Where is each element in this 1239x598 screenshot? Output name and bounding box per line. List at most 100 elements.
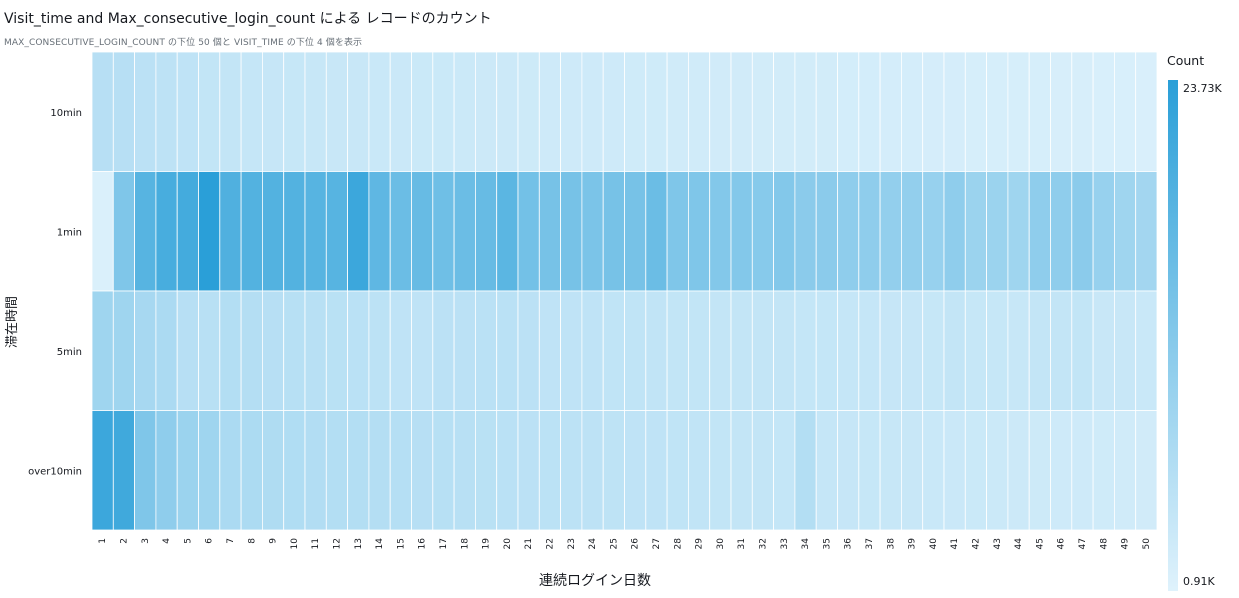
heatmap-cell[interactable] [432, 410, 455, 531]
heatmap-cell[interactable] [240, 171, 263, 292]
heatmap-cell[interactable] [219, 290, 242, 411]
heatmap-cell[interactable] [496, 290, 519, 411]
heatmap-cell[interactable] [922, 51, 945, 172]
heatmap-cell[interactable] [602, 51, 625, 172]
heatmap-cell[interactable] [709, 290, 732, 411]
heatmap-cell[interactable] [560, 410, 583, 531]
heatmap-cell[interactable] [858, 171, 881, 292]
heatmap-cell[interactable] [730, 410, 753, 531]
heatmap-cell[interactable] [901, 290, 924, 411]
heatmap-cell[interactable] [325, 171, 348, 292]
heatmap-cell[interactable] [730, 51, 753, 172]
heatmap-cell[interactable] [986, 290, 1009, 411]
heatmap-cell[interactable] [219, 410, 242, 531]
heatmap-cell[interactable] [1092, 51, 1115, 172]
heatmap-cell[interactable] [261, 171, 285, 292]
heatmap-cell[interactable] [666, 171, 689, 292]
heatmap-cell[interactable] [1028, 410, 1051, 531]
heatmap-cell[interactable] [1050, 51, 1073, 172]
heatmap-cell[interactable] [773, 171, 796, 292]
heatmap-cell[interactable] [219, 171, 242, 292]
heatmap-cell[interactable] [368, 171, 391, 292]
heatmap-cell[interactable] [1007, 51, 1030, 172]
heatmap-cell[interactable] [347, 410, 370, 531]
heatmap-cell[interactable] [730, 290, 753, 411]
heatmap-cell[interactable] [730, 171, 753, 292]
heatmap-cell[interactable] [602, 410, 625, 531]
heatmap-cell[interactable] [1135, 290, 1158, 411]
heatmap-cell[interactable] [176, 410, 199, 531]
heatmap-cell[interactable] [581, 171, 604, 292]
heatmap-cell[interactable] [411, 51, 434, 172]
heatmap-cell[interactable] [453, 410, 476, 531]
heatmap-cell[interactable] [943, 171, 966, 292]
heatmap-cell[interactable] [879, 51, 902, 172]
heatmap-cell[interactable] [602, 290, 625, 411]
heatmap-cell[interactable] [773, 410, 796, 531]
heatmap-cell[interactable] [496, 171, 519, 292]
heatmap-cell[interactable] [1028, 51, 1051, 172]
heatmap-cell[interactable] [496, 51, 519, 172]
heatmap-cell[interactable] [879, 410, 902, 531]
heatmap-cell[interactable] [517, 51, 540, 172]
heatmap-cell[interactable] [538, 410, 561, 531]
heatmap-cell[interactable] [901, 171, 924, 292]
heatmap-cell[interactable] [709, 171, 732, 292]
heatmap-cell[interactable] [240, 410, 263, 531]
heatmap-cell[interactable] [198, 410, 221, 531]
heatmap-cell[interactable] [943, 410, 966, 531]
heatmap-cell[interactable] [325, 410, 348, 531]
heatmap-cell[interactable] [1050, 410, 1073, 531]
heatmap-cell[interactable] [432, 51, 455, 172]
heatmap-cell[interactable] [581, 410, 604, 531]
heatmap-cell[interactable] [368, 410, 391, 531]
heatmap-cell[interactable] [837, 290, 860, 411]
heatmap-cell[interactable] [368, 51, 391, 172]
heatmap-cell[interactable] [347, 51, 370, 172]
heatmap-cell[interactable] [1135, 51, 1158, 172]
heatmap-cell[interactable] [645, 290, 668, 411]
heatmap-cell[interactable] [538, 290, 561, 411]
heatmap-cell[interactable] [261, 290, 285, 411]
heatmap-cell[interactable] [581, 51, 604, 172]
heatmap-cell[interactable] [901, 410, 924, 531]
heatmap-cell[interactable] [751, 171, 774, 292]
heatmap-cell[interactable] [794, 290, 817, 411]
heatmap-cell[interactable] [112, 290, 136, 411]
heatmap-cell[interactable] [347, 171, 370, 292]
heatmap-cell[interactable] [1028, 171, 1051, 292]
heatmap-cell[interactable] [964, 51, 987, 172]
heatmap-cell[interactable] [91, 51, 114, 172]
heatmap-cell[interactable] [91, 410, 114, 531]
heatmap-cell[interactable] [901, 51, 924, 172]
heatmap-cell[interactable] [474, 290, 498, 411]
heatmap-cell[interactable] [112, 171, 136, 292]
heatmap-cell[interactable] [1071, 410, 1094, 531]
heatmap-cell[interactable] [304, 51, 327, 172]
heatmap-cell[interactable] [986, 171, 1009, 292]
heatmap-cell[interactable] [560, 51, 583, 172]
heatmap-cell[interactable] [964, 171, 987, 292]
heatmap-cell[interactable] [624, 410, 647, 531]
heatmap-cell[interactable] [347, 290, 370, 411]
heatmap-cell[interactable] [1050, 171, 1073, 292]
heatmap-cell[interactable] [922, 410, 945, 531]
heatmap-cell[interactable] [155, 410, 178, 531]
heatmap-cell[interactable] [474, 410, 498, 531]
heatmap-cell[interactable] [560, 171, 583, 292]
heatmap-cell[interactable] [432, 290, 455, 411]
heatmap-cell[interactable] [517, 410, 540, 531]
heatmap-cell[interactable] [389, 410, 412, 531]
heatmap-cell[interactable] [496, 410, 519, 531]
heatmap-cell[interactable] [624, 51, 647, 172]
heatmap-cell[interactable] [1092, 290, 1115, 411]
heatmap-cell[interactable] [1028, 290, 1051, 411]
heatmap-cell[interactable] [198, 51, 221, 172]
heatmap-cell[interactable] [112, 51, 136, 172]
heatmap-cell[interactable] [879, 290, 902, 411]
heatmap-cell[interactable] [1007, 171, 1030, 292]
heatmap-cell[interactable] [368, 290, 391, 411]
heatmap-cell[interactable] [517, 290, 540, 411]
heatmap-cell[interactable] [389, 290, 412, 411]
heatmap-cell[interactable] [986, 51, 1009, 172]
